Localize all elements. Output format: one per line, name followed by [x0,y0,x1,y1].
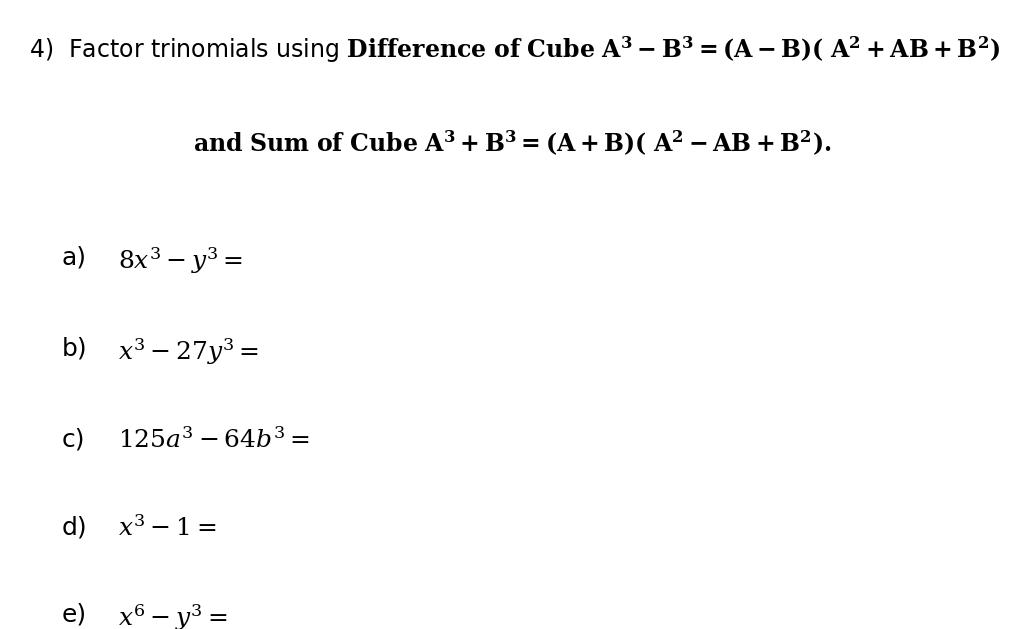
Text: d): d) [61,516,87,540]
Text: $x^6 - y^3 =$: $x^6 - y^3 =$ [118,603,227,629]
Text: a): a) [61,245,86,269]
Text: c): c) [61,428,85,452]
Text: $8x^3 - y^3 =$: $8x^3 - y^3 =$ [118,245,243,276]
Text: e): e) [61,603,87,626]
Text: $x^3 - 27y^3 =$: $x^3 - 27y^3 =$ [118,337,259,367]
Text: b): b) [61,337,87,360]
Text: 4)  Factor trinomials using $\bf{Difference\ of\ Cube}\ A^3 - B^3 = (A - B)(\ A^: 4) Factor trinomials using $\bf{Differen… [29,35,999,65]
Text: $x^3 - 1 =$: $x^3 - 1 =$ [118,516,216,542]
Text: $\bf{and\ Sum\ of\ Cube}\ A^3 + B^3 = (A + B)(\ A^2 - AB + B^2).$: $\bf{and\ Sum\ of\ Cube}\ A^3 + B^3 = (A… [193,129,831,159]
Text: $125a^3 - 64b^3 =$: $125a^3 - 64b^3 =$ [118,428,310,454]
